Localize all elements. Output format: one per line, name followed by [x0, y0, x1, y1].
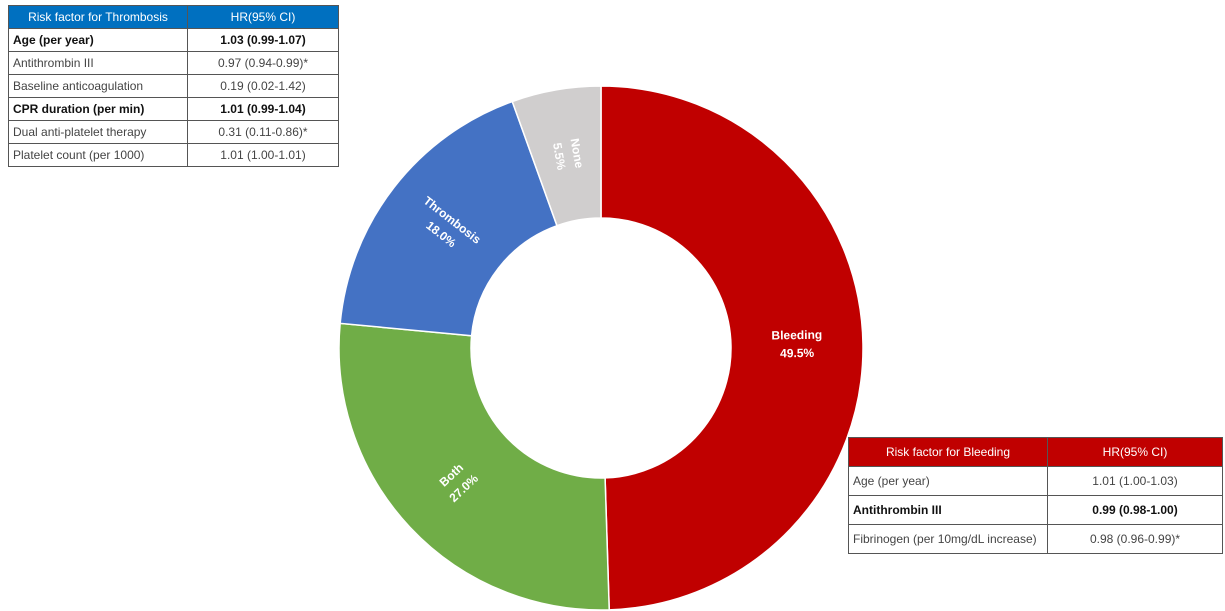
category-label: None: [568, 137, 587, 169]
table-cell: Age (per year): [8, 28, 188, 52]
header-cell: Risk factor for Thrombosis: [8, 5, 188, 29]
table-cell: 0.19 (0.02-1.42): [187, 74, 339, 98]
table-cell: 1.01 (1.00-1.01): [187, 143, 339, 167]
table-row: Antithrombin III 0.99 (0.98-1.00): [848, 495, 1223, 525]
table-cell: 1.01 (1.00-1.03): [1047, 466, 1223, 496]
table-cell: 1.03 (0.99-1.07): [187, 28, 339, 52]
header-cell: HR(95% CI): [1047, 437, 1223, 467]
table-cell: Fibrinogen (per 10mg/dL increase): [848, 524, 1048, 554]
table-cell: CPR duration (per min): [8, 97, 188, 121]
donut-segment: [339, 100, 558, 337]
table-row: Dual anti-platelet therapy 0.31 (0.11-0.8…: [8, 120, 339, 144]
header-cell: Risk factor for Bleeding: [848, 437, 1048, 467]
table-cell: Platelet count (per 1000): [8, 143, 188, 167]
table-cell: Antithrombin III: [848, 495, 1048, 525]
table-cell: Age (per year): [848, 466, 1048, 496]
table-cell: 0.97 (0.94-0.99)*: [187, 51, 339, 75]
donut-segment: [600, 85, 864, 611]
donut-segment: [511, 85, 602, 227]
table-row: Platelet count (per 1000) 1.01 (1.00-1.01…: [8, 143, 339, 167]
table-cell: 0.31 (0.11-0.86)*: [187, 120, 339, 144]
table-row: CPR duration (per min) 1.01 (0.99-1.04): [8, 97, 339, 121]
donut-segment: [338, 322, 611, 611]
table-row: Fibrinogen (per 10mg/dL increase) 0.98 (0…: [848, 524, 1223, 554]
bleeding-table: Risk factor for Bleeding HR(95% CI) Age (p…: [848, 437, 1223, 554]
value-label: 5.5%: [550, 142, 569, 172]
table-cell: 0.99 (0.98-1.00): [1047, 495, 1223, 525]
table-cell: Antithrombin III: [8, 51, 188, 75]
table-cell: Dual anti-platelet therapy: [8, 120, 188, 144]
category-label: Bleeding: [771, 328, 822, 343]
value-label: 49.5%: [780, 346, 815, 361]
table-row: Baseline anticoagulation 0.19 (0.02-1.42): [8, 74, 339, 98]
segment-label: Bleeding 49.5%: [771, 328, 822, 361]
table-row: Age (per year) 1.01 (1.00-1.03): [848, 466, 1223, 496]
thrombosis-table: Risk factor for Thrombosis HR(95% CI) Age …: [8, 5, 339, 167]
header-row: Risk factor for Bleeding HR(95% CI): [848, 437, 1223, 467]
table-row: Antithrombin III 0.97 (0.94-0.99)*: [8, 51, 339, 75]
table-cell: 0.98 (0.96-0.99)*: [1047, 524, 1223, 554]
header-cell: HR(95% CI): [187, 5, 339, 29]
table-row: Age (per year) 1.03 (0.99-1.07): [8, 28, 339, 52]
table-cell: Baseline anticoagulation: [8, 74, 188, 98]
table-cell: 1.01 (0.99-1.04): [187, 97, 339, 121]
header-row: Risk factor for Thrombosis HR(95% CI): [8, 5, 339, 29]
